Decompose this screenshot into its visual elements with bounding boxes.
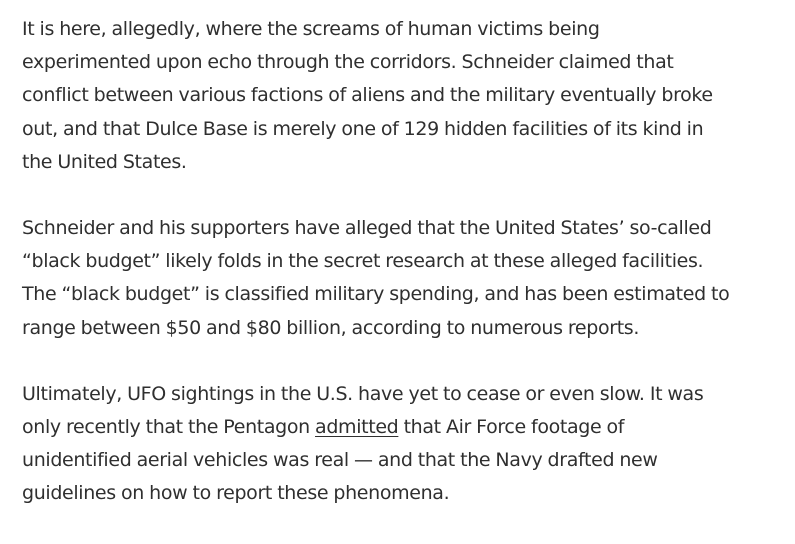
text-line: the United States. xyxy=(22,150,187,173)
text-line: guidelines on how to report these phenom… xyxy=(22,482,450,505)
text-segment: only recently that the Pentagon xyxy=(22,416,316,439)
text-line: out, and that Dulce Base is merely one o… xyxy=(22,117,704,140)
text-line: experimented upon echo through the corri… xyxy=(22,51,674,74)
text-line: It is here, allegedly, where the screams… xyxy=(22,18,600,40)
text-line: Schneider and his supporters have allege… xyxy=(22,217,712,240)
text-segment: that Air Force footage of xyxy=(398,416,625,439)
article-body: It is here, allegedly, where the screams… xyxy=(22,13,790,544)
admitted-link[interactable]: admitted xyxy=(315,416,399,439)
paragraph-3: Ultimately, UFO sightings in the U.S. ha… xyxy=(22,378,790,511)
text-line: range between $50 and $80 billion, accor… xyxy=(22,316,640,339)
text-line: Ultimately, UFO sightings in the U.S. ha… xyxy=(22,382,704,405)
text-line: conflict between various factions of ali… xyxy=(22,84,713,107)
text-line-with-link: only recently that the Pentagon admitted… xyxy=(22,411,790,444)
text-line: The “black budget” is classified militar… xyxy=(22,283,730,306)
text-line: “black budget” likely folds in the secre… xyxy=(22,250,704,273)
paragraph-1: It is here, allegedly, where the screams… xyxy=(22,13,790,179)
text-line: unidentified aerial vehicles was real — … xyxy=(22,449,658,472)
paragraph-2: Schneider and his supporters have allege… xyxy=(22,212,790,345)
